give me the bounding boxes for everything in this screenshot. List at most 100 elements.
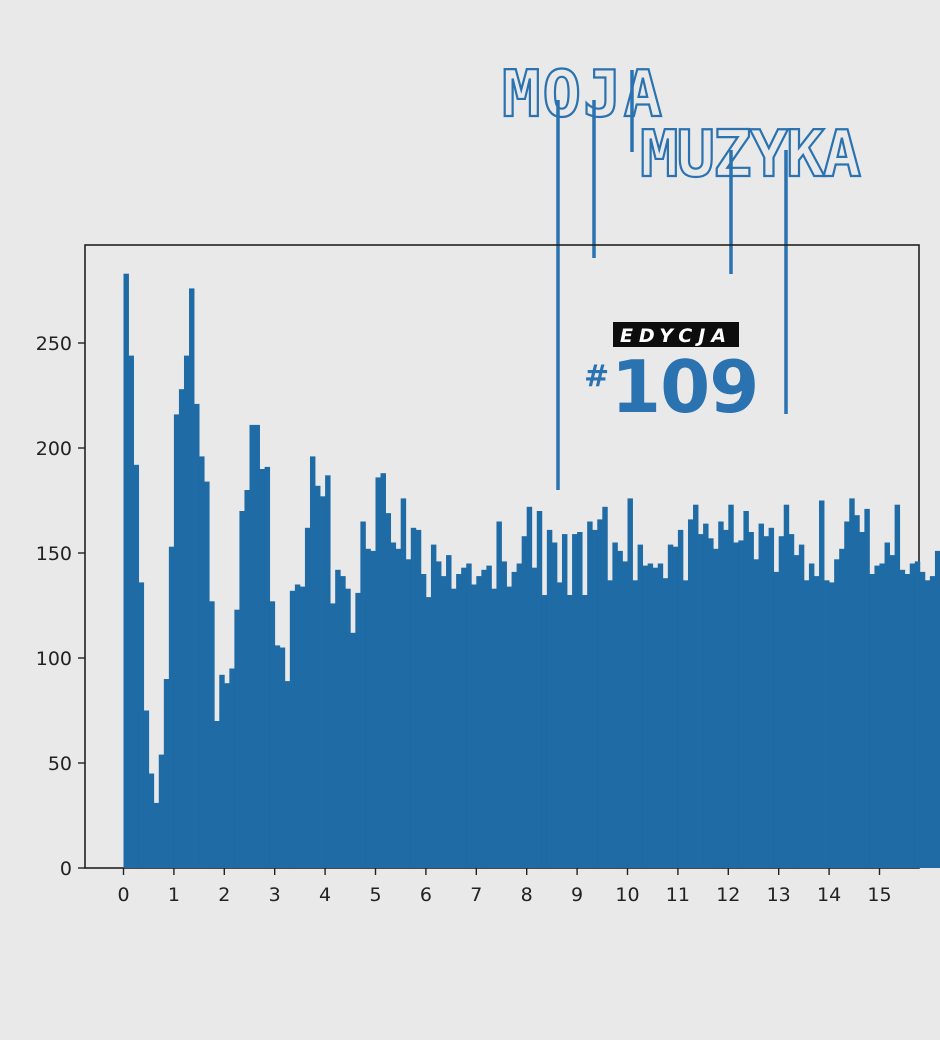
histogram-bar	[582, 595, 588, 868]
histogram-bar	[304, 527, 311, 868]
histogram-bar	[829, 582, 835, 868]
x-tick-label: 15	[867, 884, 891, 906]
histogram-bar	[476, 576, 482, 868]
histogram-bar	[647, 563, 654, 868]
histogram-bar	[153, 802, 160, 868]
x-tick-label: 13	[767, 884, 791, 906]
edition-hash: #	[584, 359, 609, 394]
histogram-bar	[410, 527, 417, 868]
histogram-bar	[370, 550, 376, 868]
x-tick-label: 12	[716, 884, 740, 906]
histogram-bar	[526, 506, 533, 868]
histogram-bar	[778, 536, 785, 868]
histogram-bar	[592, 529, 598, 868]
histogram-bar	[743, 511, 749, 868]
histogram-bar	[219, 674, 225, 868]
histogram-bar	[577, 532, 583, 868]
histogram-bar	[627, 498, 633, 868]
histogram-bar	[869, 574, 875, 868]
histogram-bar	[753, 559, 759, 868]
histogram-bar	[708, 538, 714, 868]
histogram-bar	[279, 647, 286, 868]
histogram-bar	[567, 595, 573, 868]
histogram-bar	[249, 424, 255, 868]
histogram-bar	[481, 569, 487, 868]
histogram-bar	[466, 563, 472, 868]
histogram-bar	[909, 563, 916, 868]
x-tick-label: 4	[319, 884, 331, 906]
histogram-bar	[587, 521, 593, 868]
histogram-bar	[133, 464, 140, 868]
histogram-bar	[340, 576, 346, 868]
histogram-bar	[496, 521, 502, 868]
histogram-bar	[521, 536, 528, 868]
histogram-bar	[597, 519, 603, 868]
x-tick-label: 6	[420, 884, 432, 906]
logo-line-moja: MOJA	[502, 58, 664, 132]
histogram-bar	[572, 534, 578, 868]
histogram-bar	[879, 563, 885, 868]
histogram-bar	[335, 569, 341, 868]
histogram-bar	[632, 580, 638, 868]
logo-line-muzyka: MUZYKA	[640, 118, 861, 192]
histogram-bar	[934, 550, 940, 868]
histogram-bar	[617, 550, 623, 868]
histogram-bar	[350, 632, 356, 868]
y-tick-label: 250	[36, 333, 72, 355]
histogram-bar	[803, 580, 810, 868]
histogram-bar	[884, 542, 890, 868]
histogram-bar	[642, 565, 649, 868]
histogram-bar	[209, 601, 215, 868]
histogram-bar	[244, 490, 250, 868]
histogram-bar	[234, 609, 240, 868]
histogram-bar	[229, 668, 235, 868]
y-tick-label: 0	[60, 858, 72, 880]
x-tick-label: 7	[470, 884, 482, 906]
histogram-bar	[914, 561, 921, 868]
histogram-bar	[123, 273, 129, 868]
x-tick-label: 5	[369, 884, 381, 906]
histogram-bar	[677, 529, 684, 868]
histogram-bar	[309, 456, 316, 868]
histogram-bar	[178, 389, 185, 868]
histogram-bar	[728, 504, 734, 868]
histogram-bar	[284, 681, 291, 868]
histogram-bar	[320, 496, 326, 868]
histogram-bar	[667, 544, 674, 868]
histogram-bar	[183, 355, 190, 869]
histogram-bar	[491, 588, 497, 868]
histogram-bar	[919, 571, 926, 868]
histogram-bar	[430, 544, 437, 868]
histogram-bar	[435, 561, 442, 868]
edition-number: 109	[611, 345, 758, 429]
histogram-bar	[687, 519, 694, 868]
histogram-bar	[375, 477, 381, 868]
histogram-bar	[536, 511, 543, 868]
histogram-bar	[506, 586, 512, 868]
histogram-bar	[773, 571, 780, 868]
x-tick-label: 14	[817, 884, 841, 906]
histogram-bar	[874, 565, 880, 868]
histogram-bar	[541, 595, 548, 868]
histogram-bar	[854, 515, 860, 868]
histogram-bar	[204, 481, 210, 868]
histogram-bar	[672, 546, 679, 868]
edition-label: EDYCJA	[620, 325, 732, 347]
histogram-bar	[738, 540, 744, 868]
logo-hanging-lines	[556, 70, 788, 490]
histogram-bar	[456, 574, 462, 868]
x-tick-label: 0	[117, 884, 129, 906]
histogram-bar	[763, 536, 770, 868]
histogram-bar	[259, 469, 266, 868]
histogram-bar	[360, 521, 366, 868]
histogram-bar	[733, 542, 739, 868]
histogram-bar	[924, 580, 931, 868]
histogram-bar	[904, 574, 911, 868]
histogram-bar	[788, 534, 795, 868]
histogram-bar	[844, 521, 850, 868]
histogram-bar	[441, 576, 447, 868]
histogram-bar	[813, 576, 820, 868]
y-tick-label: 200	[36, 438, 72, 460]
